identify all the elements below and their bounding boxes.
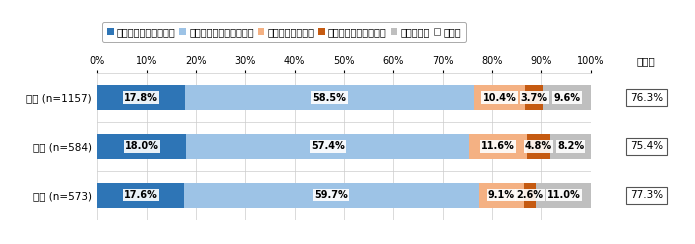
Bar [543,85,591,110]
Text: 77.3%: 77.3% [630,190,663,200]
Bar [537,183,591,208]
Bar [525,85,543,110]
Bar [550,134,591,159]
Bar [474,85,525,110]
Bar [97,183,184,208]
Bar [479,183,523,208]
Text: 10.4%: 10.4% [482,93,516,102]
Text: 57.4%: 57.4% [311,142,345,151]
Bar [97,134,186,159]
Bar [523,183,537,208]
Text: 59.7%: 59.7% [315,190,348,200]
Bar [469,134,527,159]
Text: 9.6%: 9.6% [553,93,580,102]
Text: 4.8%: 4.8% [525,142,552,151]
Bar [184,183,479,208]
Text: 肯定計: 肯定計 [637,56,655,66]
Text: 17.8%: 17.8% [124,93,158,102]
Text: 11.0%: 11.0% [547,190,580,200]
Text: 11.6%: 11.6% [481,142,515,151]
Text: 2.6%: 2.6% [516,190,543,200]
Text: 18.0%: 18.0% [125,142,158,151]
Bar [527,134,550,159]
Text: 75.4%: 75.4% [630,142,663,151]
Text: 8.2%: 8.2% [557,142,584,151]
Bar [186,134,469,159]
Legend: いつも確保できている, ある程度確保できている, 確保できていない, 全く確保できていない, わからない, その他: いつも確保できている, ある程度確保できている, 確保できていない, 全く確保で… [102,22,466,42]
Bar [185,85,474,110]
Text: 58.5%: 58.5% [313,93,346,102]
Text: 17.6%: 17.6% [124,190,158,200]
Text: 76.3%: 76.3% [630,93,663,102]
Text: 9.1%: 9.1% [488,190,515,200]
Text: 3.7%: 3.7% [521,93,548,102]
Bar [97,85,185,110]
